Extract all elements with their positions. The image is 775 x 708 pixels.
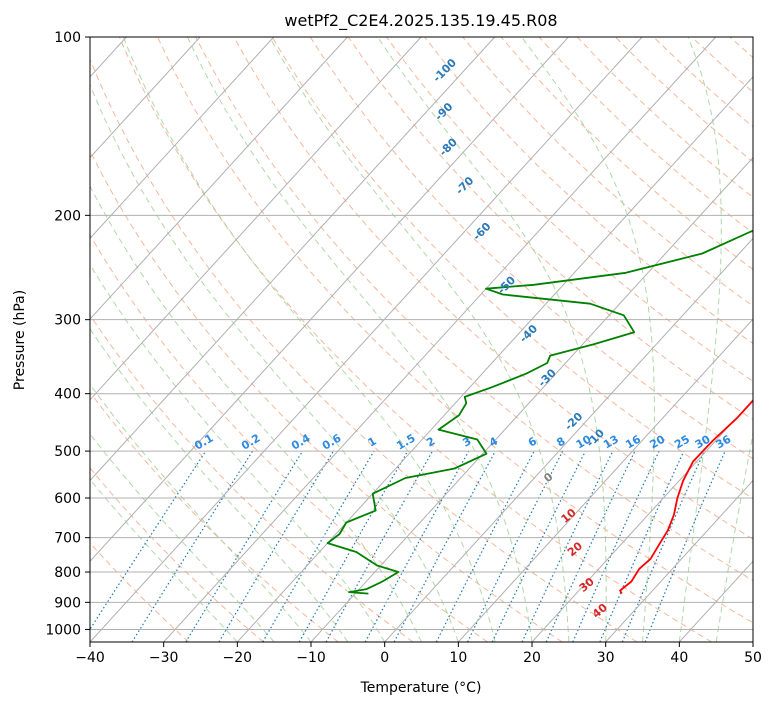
mixing-ratio-line [185,450,304,642]
dry-adiabat-line [386,37,753,382]
mixing-ratio-line [393,450,496,642]
isotherm-gridlines [90,37,753,642]
mixing-ratio-line [599,450,685,642]
isotherm-line [90,37,496,482]
y-tick-label: 1000 [45,622,81,638]
moist-adiabat-line [715,430,753,642]
isotherm-line [90,37,643,642]
y-tick-label: 600 [54,491,81,507]
moist-adiabat-line [90,83,459,642]
mixing-ratio-line [466,450,564,642]
isotherm-line [90,37,569,563]
dry-adiabat-line [309,37,753,460]
moist-adiabat-line [90,433,275,642]
isotherm-line [90,37,201,159]
x-tick-label: 20 [523,650,541,666]
dry-adiabat-line [90,542,190,642]
y-tick-label: 900 [54,595,81,611]
isotherm-line [605,479,753,642]
x-tick-label: 50 [744,650,762,666]
moist-adiabat-line [90,478,238,642]
x-tick-label: 40 [670,650,688,666]
isobar-gridlines [90,37,753,630]
dry-adiabat-line [347,37,753,421]
isotherm-line [310,156,753,642]
dry-adiabat-line [195,37,753,582]
y-tick-label: 800 [54,565,81,581]
moist-adiabat-line [186,37,533,642]
y-tick-label: 100 [54,30,81,46]
x-tick-label: 0 [380,650,389,666]
y-axis-label: Pressure (hPa) [12,290,28,390]
x-tick-label: 10 [449,650,467,666]
x-tick-label: 30 [597,650,615,666]
y-tick-label: 400 [54,387,81,403]
moist-adiabat-line [678,37,722,642]
y-tick-label: 200 [54,208,81,224]
temperature-trace [619,399,753,595]
x-tick-label: −10 [296,650,326,666]
plot-area: 0.1 0.2 0.4 0.6 1 1.5 2 3 4 6 8 10 13 16 20 25 30 36-100-… [90,37,753,642]
dry-adiabat-line [157,37,753,624]
mixing-ratio-line [364,450,470,642]
moist-adiabat-line [90,327,349,642]
moist-adiabat-line [269,37,570,642]
mixing-ratio-line [621,450,705,642]
sounding-traces [326,229,753,595]
dry-adiabat-line [90,149,563,642]
isotherm-line [90,37,348,320]
dewpoint-trace [326,229,753,595]
isotherm-line [90,37,422,401]
x-tick-label: −40 [75,650,105,666]
isotherm-line [531,399,753,642]
dry-adiabat-line [90,58,638,642]
mixing-ratio-lines [90,450,726,642]
isotherm-line [163,37,717,642]
x-axis: −40 −30 −20 −10 0 10 20 30 40 50 [75,642,762,666]
moist-adiabat-line [122,37,496,642]
isotherm-line [90,37,275,240]
isotherm-line [457,318,753,642]
dry-adiabat-line [271,37,753,500]
moist-adiabat-line [521,37,655,642]
plot-frame [89,36,754,643]
y-tick-label: 500 [54,444,81,460]
mixing-ratio-line [90,450,207,631]
moist-adiabats [90,37,753,642]
dry-adiabat-line [90,467,264,642]
moist-adiabat-line [377,37,607,642]
mixing-ratio-line [572,450,660,642]
y-tick-label: 300 [54,313,81,329]
dry-adiabat-line [90,234,488,642]
y-tick-label: 700 [54,531,81,547]
x-tick-label: −20 [223,650,253,666]
y-axis: 100 200 300 400 500 600 700 800 900 1000 [45,30,90,638]
mixing-ratio-line [131,450,254,642]
isotherm-line [384,237,753,642]
x-axis-label: Temperature (°C) [360,680,482,696]
chart-title: wetPf2_C2E4.2025.135.19.45.R08 [284,11,557,31]
x-tick-label: −30 [149,650,179,666]
moist-adiabat-line [90,185,422,642]
mixing-ratio-line [325,450,434,642]
